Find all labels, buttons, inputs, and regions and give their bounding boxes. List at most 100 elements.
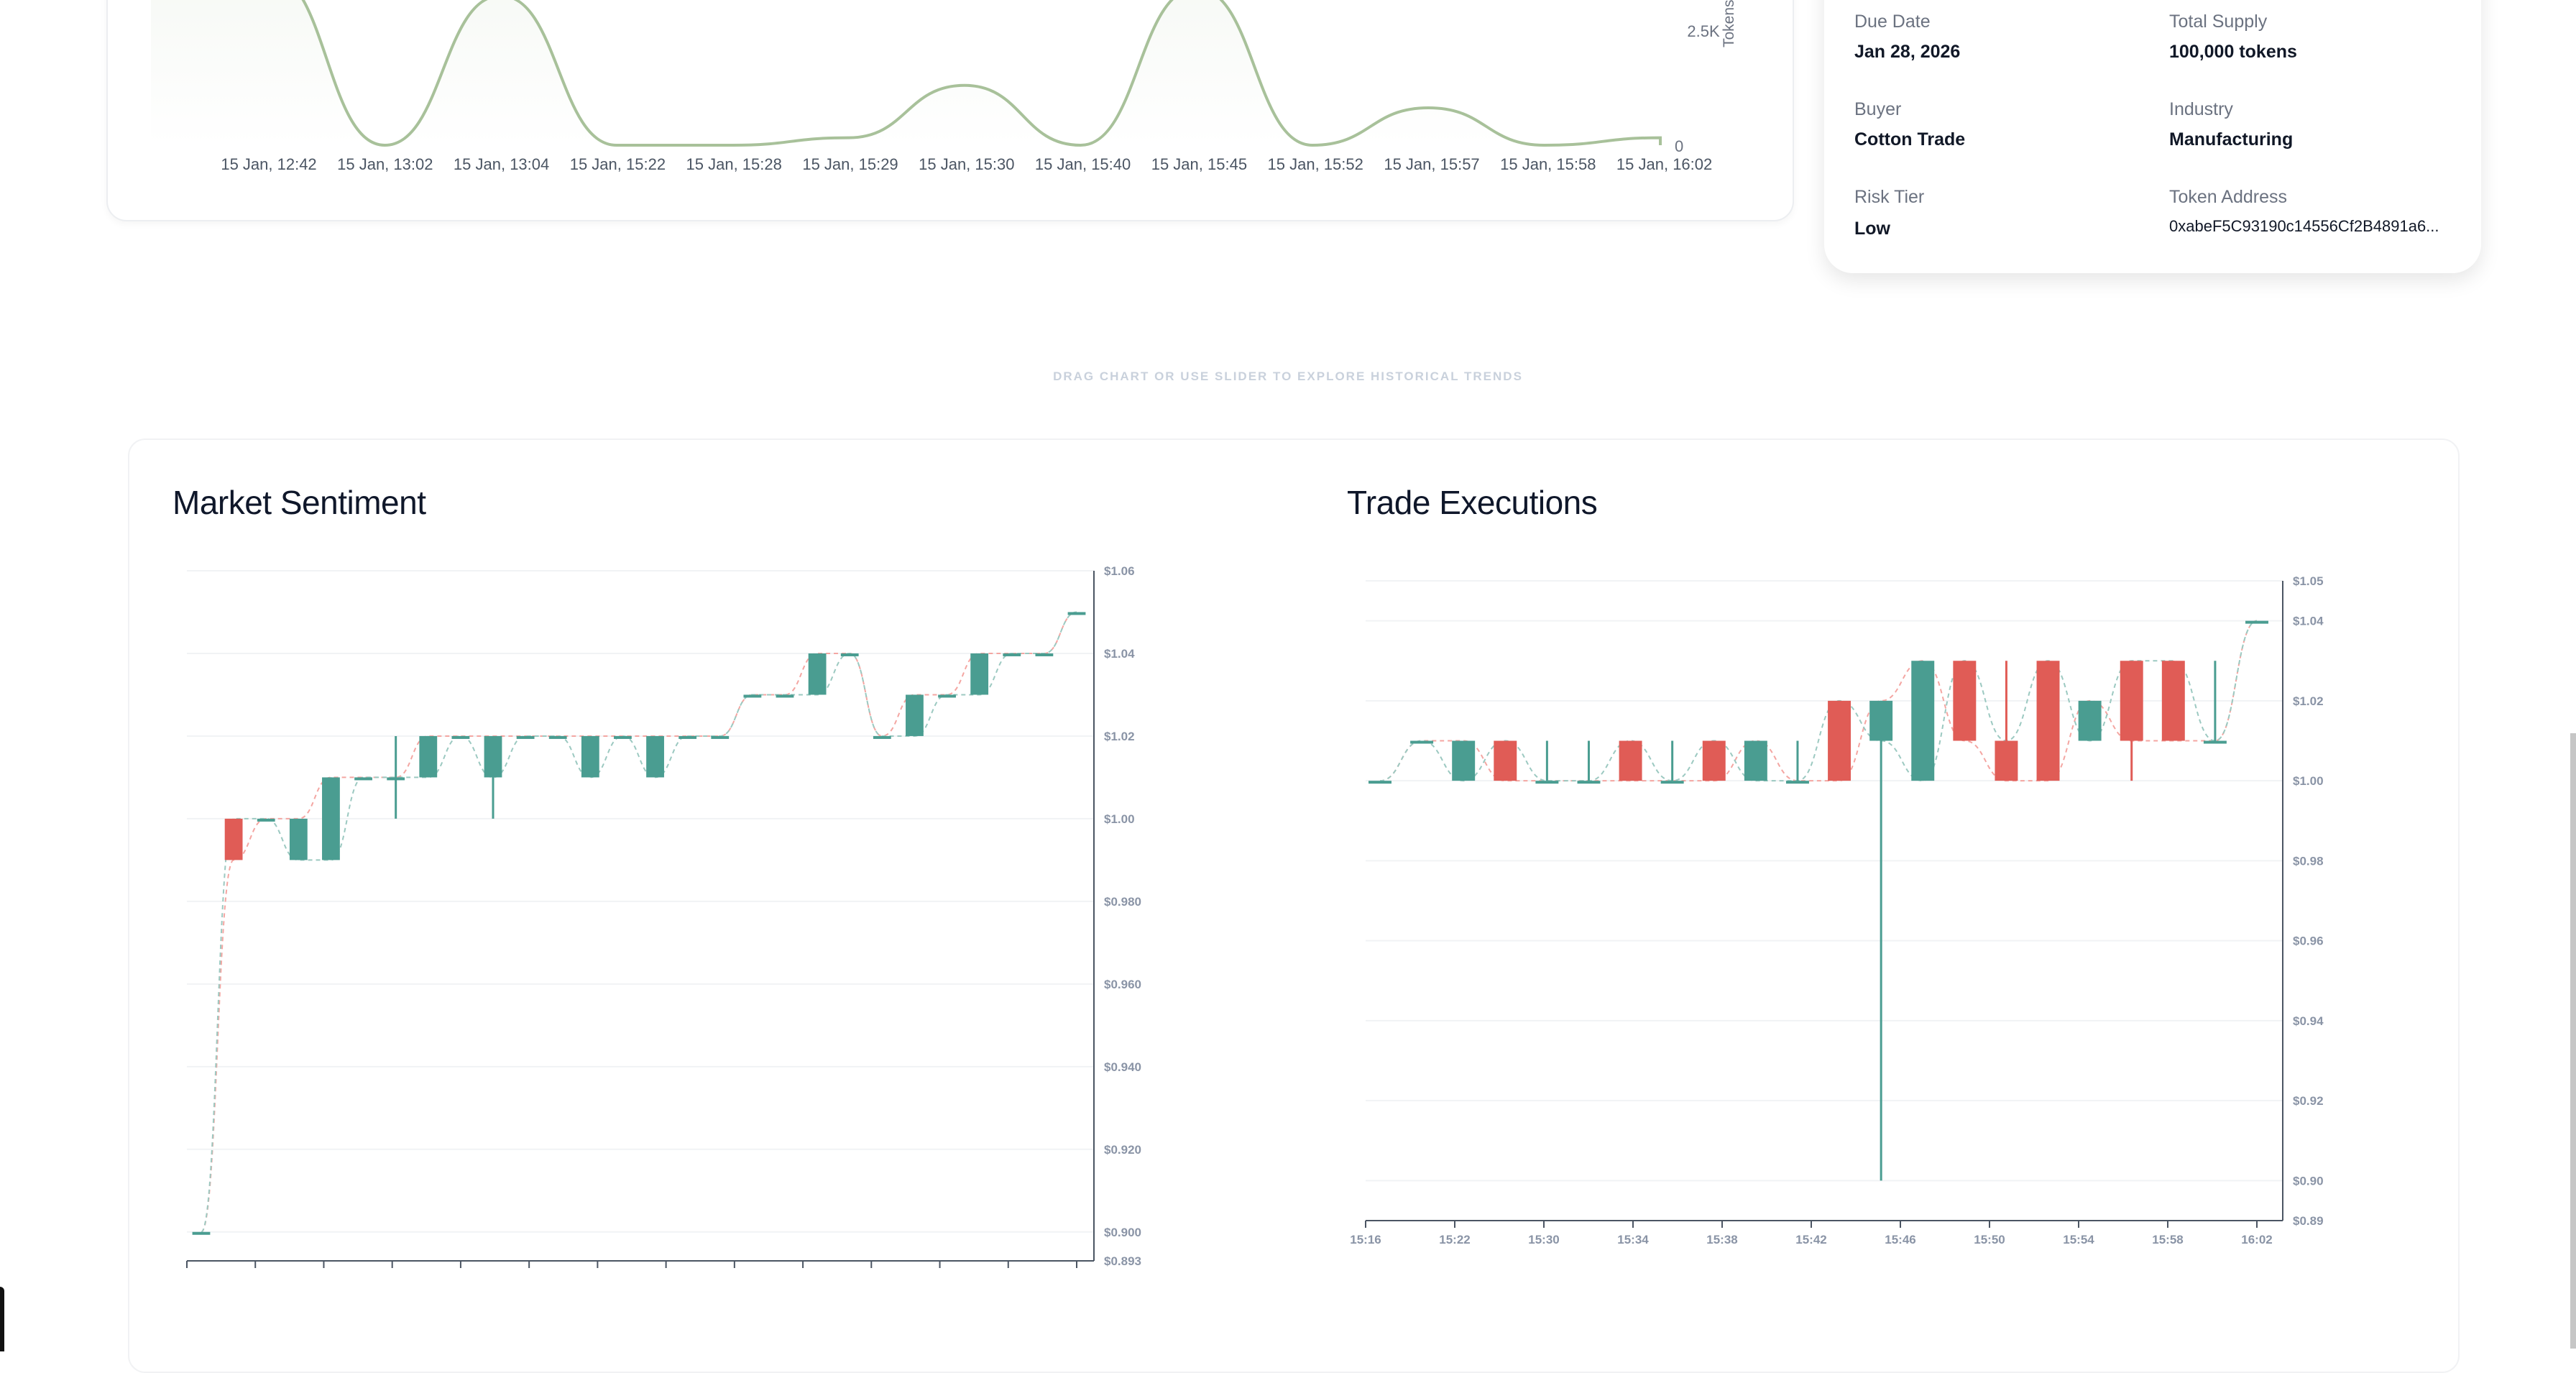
close-trend-line [201,611,1077,1233]
candle-up [548,735,567,739]
candle-up [711,735,730,739]
candle-up [646,735,664,778]
area-series-line [301,0,1662,147]
x-tick-label: 15:34 [1617,1233,1649,1246]
y-tick-label: $1.04 [2293,615,2324,628]
candle-up [873,735,891,739]
y-tick-label: $1.04 [1104,647,1135,661]
x-tick-label: 15 Jan, 13:04 [454,155,549,173]
y-tick-label: 2.5K [1687,22,1720,40]
trade-executions-chart[interactable]: $1.05 $1.04 $1.02 $1.00 $0.98 $0.96 $0.94 $0.92… [1344,554,2350,1272]
candle-up [840,653,859,656]
y-tick-label: $0.96 [2293,935,2324,948]
candle-up [1410,740,1434,744]
y-tick-label: $0.900 [1104,1226,1141,1239]
x-tick-label: 15:16 [1350,1233,1381,1246]
candle-up [2203,740,2227,744]
due-date-label: Due Date [1854,12,1931,32]
candle-down [1702,740,1726,781]
window-edge [0,1287,4,1351]
token-address-value[interactable]: 0xabeF5C93190c14556Cf2B4891a6... [2169,217,2439,235]
y-tick-label: $0.920 [1104,1143,1141,1157]
candle-down [2161,661,2185,741]
candle-up [1067,612,1086,615]
buyer-value: Cotton Trade [1854,129,1966,150]
candle-up [970,653,989,695]
candle-down [1619,740,1642,781]
open-trend-line [201,611,1077,1233]
candle-up [484,735,502,778]
x-tick-label: 15 Jan, 15:28 [686,155,782,173]
risk-tier-label: Risk Tier [1854,187,1925,207]
y-tick-label: $0.960 [1104,978,1141,991]
y-tick-label: $1.06 [1104,564,1135,578]
charts-card: Market Sentiment Trade Executions [128,438,2460,1373]
candle-up [1577,781,1601,784]
x-tick-label: 15:58 [2152,1233,2183,1246]
x-tick-label: 15:30 [1528,1233,1559,1246]
candle-up [1035,653,1054,656]
x-tick-label: 15 Jan, 15:45 [1151,155,1247,173]
candle-up [1785,781,1809,784]
trade-executions-title: Trade Executions [1347,484,1598,521]
candle-up [289,818,308,860]
x-tick-label: 15 Jan, 13:02 [337,155,433,173]
candle-up [419,735,438,778]
candle-up [1660,781,1684,784]
candle-up [776,694,794,698]
x-tick-label: 15 Jan, 16:02 [1616,155,1712,173]
page-scrollbar[interactable] [2570,733,2576,1349]
candle-up [938,694,956,698]
candle-down [1828,700,1852,781]
y-tick-label: $0.893 [1104,1254,1141,1268]
x-tick-label: 15 Jan, 15:57 [1384,155,1479,173]
y-tick-label: $0.92 [2293,1094,2324,1108]
y-tick-label: $0.94 [2293,1014,2324,1028]
token-volume-chart[interactable]: 15 Jan, 12:42 15 Jan, 13:02 15 Jan, 13:04 1… [108,0,1795,223]
token-details-card: Due Date Jan 28, 2026 Total Supply 100,0… [1824,0,2481,273]
candle-down [1494,740,1517,781]
total-supply-label: Total Supply [2169,12,2268,32]
candle-up [743,694,762,698]
due-date-value: Jan 28, 2026 [1854,42,1961,62]
x-tick-label: 16:02 [2241,1233,2272,1246]
y-tick-label: $0.90 [2293,1174,2324,1188]
candle-up [614,735,632,739]
y-tick-label: $0.98 [2293,854,2324,868]
x-tick-label: 15 Jan, 15:40 [1035,155,1131,173]
x-tick-label: 15:50 [1974,1233,2005,1246]
y-tick-label: $1.05 [2293,574,2324,588]
candle-down [1953,661,1977,741]
candle-up [451,735,470,739]
market-sentiment-chart[interactable]: $1.06 $1.04 $1.02 $1.00 $0.980 $0.960 $0.940 $0… [172,554,1179,1272]
candle-up [581,735,599,778]
open-trend-line [1379,620,2258,782]
y-tick-label: $1.02 [2293,694,2324,708]
market-sentiment-title: Market Sentiment [172,484,426,521]
candle-up [2245,620,2268,624]
area-fill [151,0,1660,146]
candle-up [1003,653,1021,656]
candle-up [354,777,372,781]
risk-tier-value: Low [1854,219,1890,239]
y-tick-label: $0.89 [2293,1214,2324,1228]
x-tick-label: 15 Jan, 12:42 [221,155,316,173]
y-tick-label: $1.00 [1104,812,1135,826]
candle-up [1744,740,1767,781]
x-tick-label: 15 Jan, 15:29 [802,155,898,173]
candle-up [2078,700,2102,741]
y-axis-label: Tokens [1721,0,1737,47]
x-tick-label: 15:42 [1795,1233,1826,1246]
industry-value: Manufacturing [2169,129,2294,150]
y-tick-label: $0.940 [1104,1060,1141,1074]
token-address-label: Token Address [2169,187,2287,207]
candle-up [516,735,535,739]
close-trend-line [1379,620,2258,782]
x-tick-label: 15:46 [1885,1233,1915,1246]
candle-up [1911,661,1935,781]
x-tick-label: 15:38 [1706,1233,1737,1246]
candle-down [2036,661,2060,781]
y-tick-label: 0 [1675,137,1683,155]
buyer-label: Buyer [1854,99,1902,119]
candle-up [387,777,405,781]
